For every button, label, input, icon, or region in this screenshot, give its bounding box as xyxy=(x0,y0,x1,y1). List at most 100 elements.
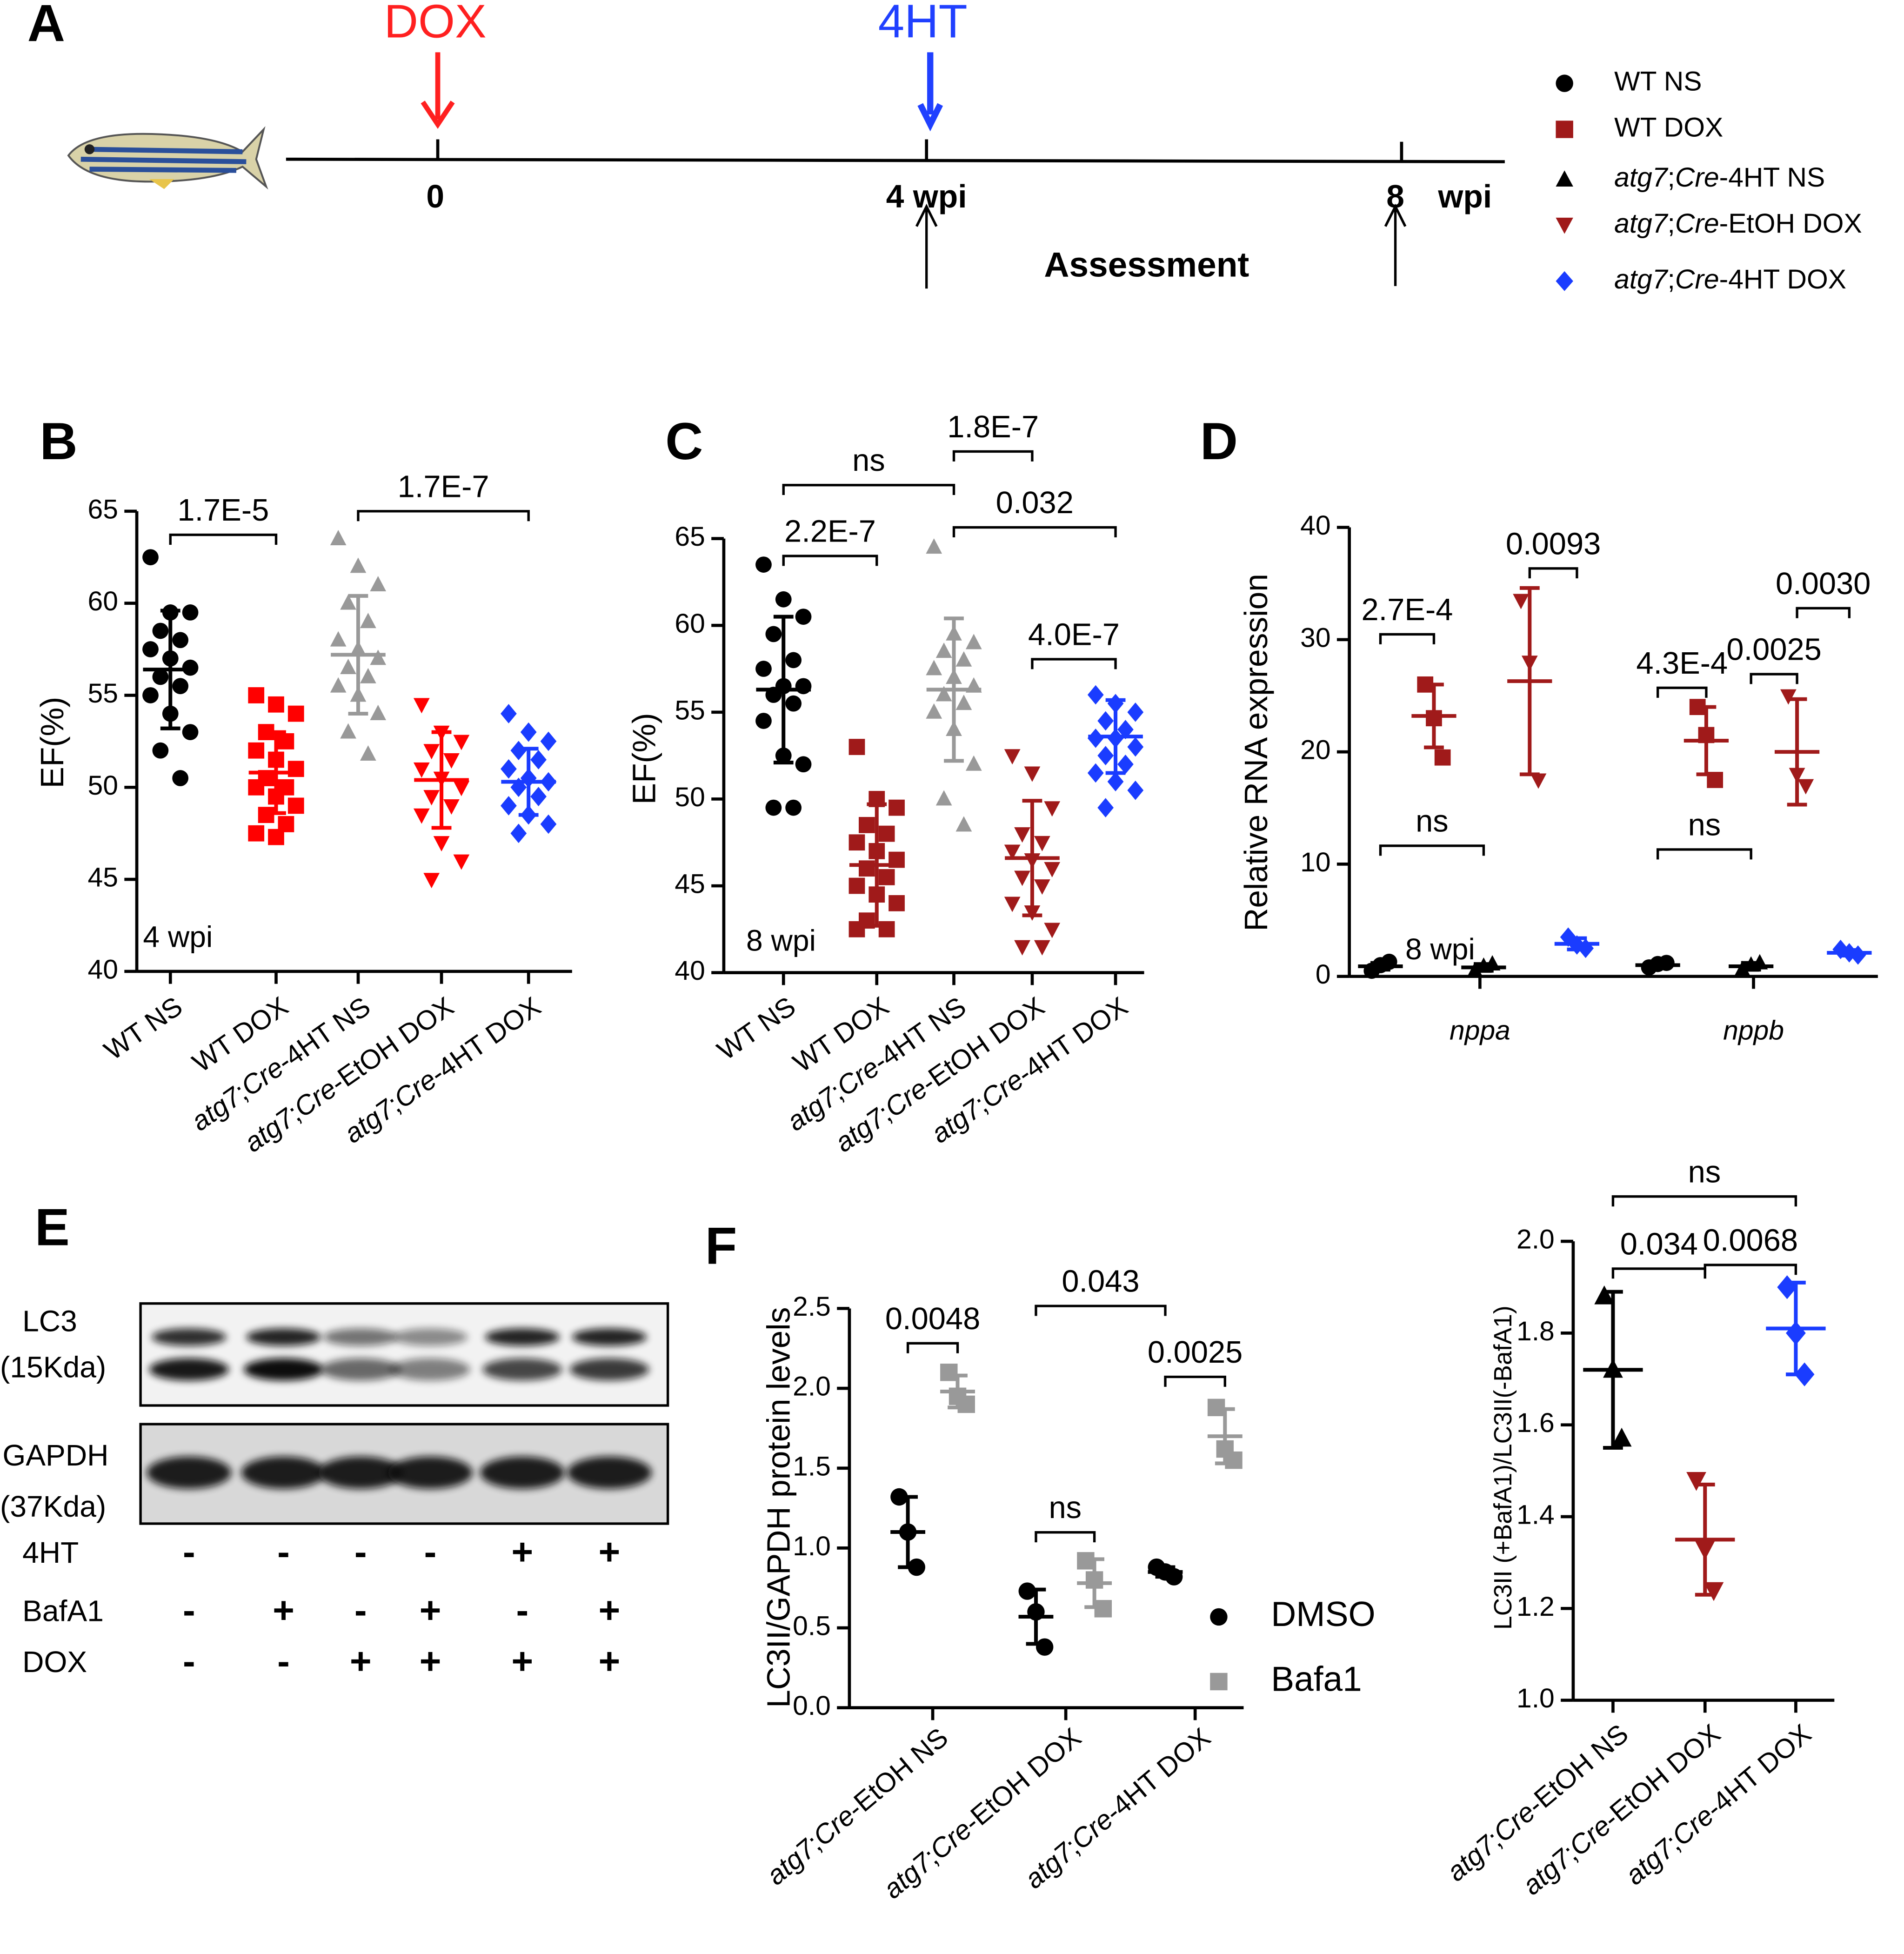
point xyxy=(878,869,895,885)
legend-label: WT NS xyxy=(1614,67,1702,97)
point xyxy=(350,557,367,573)
point xyxy=(755,556,772,573)
comparison-bracket xyxy=(1611,1267,1706,1279)
legend-label: Bafa1 xyxy=(1271,1659,1362,1698)
point xyxy=(501,704,517,723)
point xyxy=(1513,594,1529,609)
comparison-label: 0.0030 xyxy=(1776,567,1871,601)
point xyxy=(1014,940,1030,956)
x-tick-label: WT NS xyxy=(99,991,188,1066)
panel-letter: C xyxy=(665,412,703,470)
comparison-label: 4.3E-4 xyxy=(1636,646,1728,681)
text-part: atg7 xyxy=(1614,208,1669,238)
point xyxy=(1127,702,1144,722)
point xyxy=(1036,1638,1054,1656)
point xyxy=(1014,870,1030,886)
y-tick-label: 2.0 xyxy=(793,1372,831,1402)
condition-sign: + xyxy=(350,1640,372,1682)
point xyxy=(926,703,942,719)
comparison-label: 1.8E-7 xyxy=(947,410,1039,444)
condition-sign: + xyxy=(511,1640,533,1682)
point xyxy=(1024,766,1041,782)
legend-marker xyxy=(1556,217,1573,234)
y-tick-label: 1.5 xyxy=(793,1451,831,1481)
point xyxy=(510,741,527,761)
point xyxy=(1686,1472,1706,1491)
comparison-bracket xyxy=(1031,658,1117,669)
point xyxy=(520,722,537,742)
y-tick-label: 1.2 xyxy=(1517,1592,1555,1622)
point xyxy=(1797,779,1814,795)
y-tick-label: 1.8 xyxy=(1517,1316,1555,1346)
y-axis-label: LC3II/GAPDH protein levels xyxy=(760,1307,796,1708)
y-tick-label: 30 xyxy=(1300,622,1330,653)
point xyxy=(413,808,430,824)
fish-eye xyxy=(84,144,95,154)
condition-sign: - xyxy=(183,1531,195,1573)
text-part: Cre xyxy=(1675,208,1719,238)
point xyxy=(1034,836,1050,851)
y-tick-label: 20 xyxy=(1300,735,1330,765)
point xyxy=(152,742,169,759)
band xyxy=(243,1358,324,1381)
point xyxy=(1014,827,1030,843)
condition-name: 4HT xyxy=(22,1536,79,1569)
point xyxy=(878,921,895,937)
condition-sign: + xyxy=(420,1640,441,1682)
assessment-arrow xyxy=(1384,203,1407,286)
legend-marker xyxy=(1210,1673,1228,1691)
point xyxy=(360,613,376,629)
legend-marker xyxy=(1556,170,1573,187)
point xyxy=(433,836,450,852)
point xyxy=(1530,773,1547,789)
point xyxy=(501,796,517,816)
legend: WT NS WT DOX atg7;Cre-4HT NS atg7;Cre-Et… xyxy=(1556,67,1862,294)
comparison-bracket xyxy=(1656,848,1752,860)
comparison-bracket xyxy=(782,555,878,566)
point xyxy=(1434,749,1451,766)
point xyxy=(287,797,304,814)
point xyxy=(330,677,347,693)
treatment-arrow xyxy=(917,52,943,132)
legend-label: atg7;Cre-4HT NS xyxy=(1614,162,1825,193)
panel-letter: E xyxy=(35,1198,70,1256)
point xyxy=(142,641,159,657)
condition-sign: + xyxy=(599,1640,621,1682)
point xyxy=(1127,737,1144,757)
point xyxy=(453,781,470,796)
point xyxy=(172,678,189,695)
y-tick-label: 10 xyxy=(1300,847,1330,877)
point xyxy=(370,575,387,591)
point xyxy=(510,823,527,843)
comparison-label: ns xyxy=(1416,804,1449,838)
y-tick-label: 0.5 xyxy=(793,1611,831,1641)
condition-sign: - xyxy=(354,1589,367,1631)
legend-marker xyxy=(1210,1608,1228,1626)
y-axis-label: EF(%) xyxy=(626,713,662,804)
condition-sign: - xyxy=(183,1589,195,1631)
point xyxy=(1004,749,1021,765)
point xyxy=(878,825,895,842)
text-part: -4HT DOX xyxy=(1099,1722,1216,1827)
point xyxy=(453,735,470,750)
point xyxy=(755,713,772,729)
blot-frame xyxy=(139,1302,669,1407)
point xyxy=(1704,1582,1724,1601)
band xyxy=(323,1328,398,1346)
y-tick-label: 1.6 xyxy=(1517,1408,1555,1438)
point xyxy=(785,652,802,669)
condition-sign: - xyxy=(277,1531,290,1573)
point xyxy=(1594,1285,1615,1305)
condition-sign: + xyxy=(511,1531,533,1573)
comparison-label: 2.7E-4 xyxy=(1362,593,1453,627)
point xyxy=(795,756,812,773)
band xyxy=(572,1328,647,1346)
y-tick-label: 1.0 xyxy=(1517,1683,1555,1713)
point xyxy=(957,1395,975,1413)
band xyxy=(393,1328,468,1346)
point xyxy=(785,695,802,712)
point xyxy=(248,742,265,759)
point xyxy=(268,696,284,713)
comparison-label: 0.032 xyxy=(996,486,1074,520)
